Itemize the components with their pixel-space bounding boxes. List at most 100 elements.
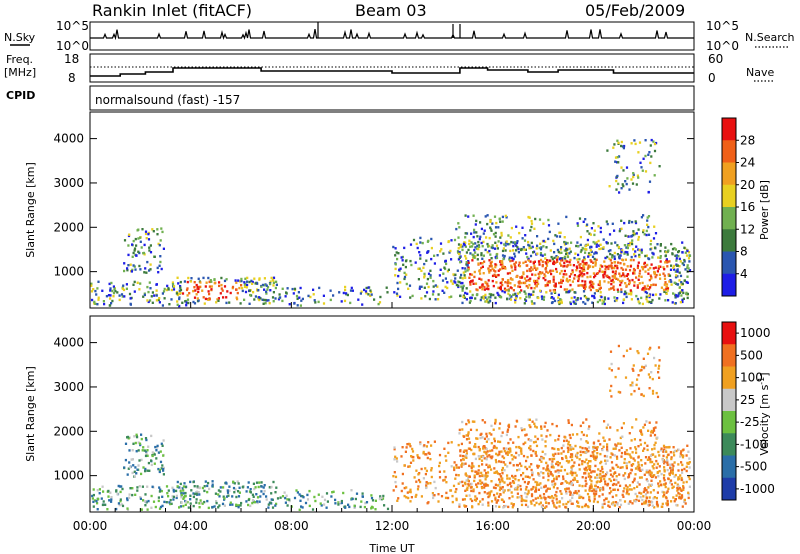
range-gate-cell [236, 297, 239, 301]
range-gate-cell [497, 440, 500, 443]
range-gate-cell [244, 290, 248, 294]
range-gate-cell [139, 240, 142, 243]
range-gate-cell [481, 245, 484, 248]
range-gate-cell [656, 505, 659, 508]
range-gate-cell [647, 215, 651, 218]
range-tick-label: 1000 [53, 265, 84, 279]
range-gate-cell [513, 262, 516, 266]
range-gate-cell [251, 280, 254, 284]
range-gate-cell [184, 491, 187, 495]
range-gate-cell [148, 281, 151, 284]
range-gate-cell [681, 300, 684, 304]
range-gate-cell [457, 280, 460, 283]
range-gate-cell [644, 270, 647, 273]
range-gate-cell [138, 485, 141, 488]
range-gate-cell [520, 452, 523, 455]
range-gate-cell [490, 424, 493, 428]
range-gate-cell [540, 486, 543, 489]
range-gate-cell [566, 446, 569, 449]
range-gate-cell [649, 266, 652, 270]
range-gate-cell [210, 280, 213, 283]
range-gate-cell [585, 248, 588, 251]
range-gate-cell [571, 483, 574, 487]
range-gate-cell [637, 468, 640, 471]
range-gate-cell [100, 497, 103, 500]
range-gate-cell [275, 280, 278, 283]
range-gate-cell [156, 233, 159, 236]
range-gate-cell [477, 240, 480, 244]
range-gate-cell [572, 300, 575, 303]
range-gate-cell [635, 245, 638, 248]
range-gate-cell [409, 461, 413, 464]
range-gate-cell [180, 493, 183, 497]
colorbar-tick-label: 20 [740, 178, 755, 192]
range-gate-cell [193, 286, 196, 289]
range-gate-cell [367, 286, 370, 289]
range-gate-cell [463, 498, 466, 501]
range-gate-cell [120, 293, 124, 296]
range-gate-cell [664, 482, 667, 485]
range-gate-cell [153, 462, 156, 465]
range-gate-cell [541, 438, 544, 441]
range-gate-cell [182, 485, 185, 488]
range-gate-cell [568, 433, 571, 437]
range-gate-cell [578, 217, 582, 220]
range-gate-cell [572, 264, 575, 267]
range-gate-cell [361, 495, 364, 498]
range-gate-cell [475, 293, 478, 297]
range-gate-cell [132, 264, 135, 267]
range-gate-cell [272, 300, 275, 303]
range-gate-cell [162, 439, 165, 442]
range-gate-cell [603, 502, 606, 505]
range-gate-cell [201, 502, 204, 505]
range-gate-cell [472, 214, 475, 217]
range-gate-cell [101, 503, 104, 507]
range-gate-cell [168, 303, 171, 306]
range-gate-cell [170, 298, 173, 301]
range-gate-cell [655, 496, 658, 500]
range-gate-cell [378, 497, 381, 501]
cpid-frame [89, 85, 695, 111]
range-gate-cell [610, 242, 613, 245]
range-gate-cell [624, 282, 627, 285]
range-gate-cell [374, 499, 377, 502]
range-gate-cell [455, 227, 458, 231]
range-gate-cell [620, 187, 623, 190]
range-gate-cell [509, 450, 512, 453]
range-gate-cell [682, 291, 685, 295]
colorbar-swatch [722, 433, 736, 456]
range-gate-cell [640, 492, 643, 495]
range-gate-cell [105, 295, 108, 298]
freq-strip: Freq. [MHz] 18 8 60 0 Nave [4, 52, 774, 85]
range-gate-cell [146, 260, 149, 264]
range-gate-cell [351, 497, 354, 501]
range-gate-cell [420, 495, 423, 498]
range-gate-cell [460, 464, 463, 467]
range-gate-cell [465, 422, 468, 426]
range-gate-cell [478, 449, 481, 452]
range-gate-cell [650, 263, 653, 266]
range-gate-cell [599, 489, 602, 492]
range-gate-cell [365, 292, 368, 295]
range-gate-cell [247, 503, 250, 507]
range-gate-cell [538, 263, 541, 266]
range-gate-cell [623, 221, 626, 225]
range-gate-cell [589, 454, 592, 458]
range-gate-cell [466, 292, 469, 295]
range-gate-cell [569, 444, 572, 447]
range-gate-cell [461, 480, 464, 484]
range-gate-cell [443, 478, 446, 482]
range-gate-cell [476, 472, 479, 475]
range-gate-cell [260, 485, 263, 488]
range-gate-cell [515, 244, 518, 247]
range-gate-cell [485, 463, 488, 466]
range-gate-cell [601, 475, 604, 478]
range-gate-cell [671, 471, 674, 474]
range-gate-cell [608, 367, 611, 370]
range-gate-cell [637, 238, 640, 241]
range-gate-cell [514, 478, 517, 481]
range-gate-cell [629, 289, 632, 292]
range-gate-cell [502, 489, 505, 492]
range-gate-cell [201, 486, 204, 490]
range-gate-cell [656, 436, 659, 439]
